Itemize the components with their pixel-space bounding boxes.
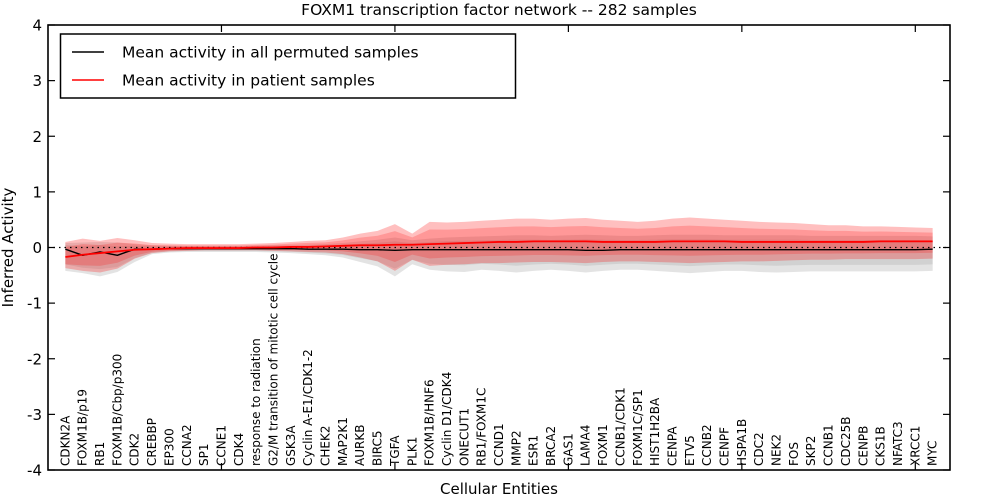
entity-label: ETV5 <box>683 435 697 466</box>
confidence-bands <box>65 217 933 277</box>
entity-label: CENPA <box>665 426 679 466</box>
y-tick-label: -1 <box>27 295 42 313</box>
entity-label: AURKB <box>353 425 367 466</box>
entity-label: CCNA2 <box>180 424 194 466</box>
permuted-band-outer <box>65 234 933 277</box>
entity-label: FOS <box>787 442 801 466</box>
y-tick-label: -2 <box>27 350 42 368</box>
entity-label: CHEK2 <box>319 426 333 467</box>
entity-label: CREBBP <box>145 418 159 466</box>
mean-lines <box>65 240 933 258</box>
entity-label: G2/M transition of mitotic cell cycle <box>267 253 281 466</box>
entity-label: SP1 <box>197 444 211 467</box>
entity-label: FOXM1B/Cbp/p300 <box>110 354 124 466</box>
entity-label: PLK1 <box>405 437 419 466</box>
entity-label: CKS1B <box>874 426 888 466</box>
y-tick-label: 4 <box>32 17 42 35</box>
entity-label: CDC2 <box>752 432 766 466</box>
entity-label: LAMA4 <box>579 425 593 466</box>
entity-label: HSPA1B <box>735 419 749 466</box>
entity-label: BIRC5 <box>371 430 385 466</box>
entity-label: ONECUT1 <box>457 408 471 466</box>
legend-label-patient: Mean activity in patient samples <box>122 72 375 90</box>
entity-label: CCNB2 <box>700 424 714 466</box>
entity-labels: CDKN2A FOXM1B/p19 RB1 FOXM1B/Cbp/p300 CDK2 CR… <box>58 253 939 467</box>
plot-frame <box>47 24 951 471</box>
entity-label: Cyclin A-E1/CDK1-2 <box>301 349 315 466</box>
entity-label: GSK3A <box>284 425 298 466</box>
entity-label: MMP2 <box>509 430 523 466</box>
y-axis-label: Inferred Activity <box>0 187 17 307</box>
y-tick-label: 0 <box>32 239 42 257</box>
entity-label: FOXM1B/p19 <box>76 389 90 466</box>
entity-label: GAS1 <box>561 433 575 466</box>
y-tick-label: 3 <box>32 72 42 90</box>
y-tick-label: -3 <box>27 406 42 424</box>
entity-label: EP300 <box>162 428 176 466</box>
entity-label: ESR1 <box>527 435 541 466</box>
entity-label: RB1 <box>93 442 107 466</box>
entity-label: SKP2 <box>804 436 818 466</box>
legend-frame <box>59 33 517 99</box>
entity-label: TGFA <box>388 435 402 467</box>
y-tick-label: 1 <box>32 183 42 201</box>
patient-band-inner <box>65 225 933 266</box>
y-tick-label: 2 <box>32 128 42 146</box>
entity-label: CCNB1/CDK1 <box>613 387 627 466</box>
entity-label: CENPB <box>856 426 870 466</box>
y-tick-label: -4 <box>27 462 42 480</box>
entity-label: CENPF <box>718 427 732 466</box>
patient-mean-line <box>65 240 933 258</box>
patient-band-outer <box>65 217 933 273</box>
entity-label: NFATC3 <box>891 421 905 466</box>
entity-label: MYC <box>926 441 940 466</box>
chart-title: FOXM1 transcription factor network -- 28… <box>301 1 697 19</box>
x-axis-label: Cellular Entities <box>440 480 558 498</box>
entity-label: HIST1H2BA <box>648 397 662 466</box>
entity-label: response to radiation <box>249 338 263 466</box>
entity-label: MAP2K1 <box>336 417 350 466</box>
entity-label: BRCA2 <box>544 426 558 466</box>
entity-label: CDKN2A <box>58 415 72 466</box>
entity-label: FOXM1B/HNF6 <box>423 379 437 466</box>
entity-label: CDK4 <box>232 433 246 466</box>
entity-label: CDC25B <box>839 417 853 467</box>
entity-label: CCNE1 <box>214 425 228 466</box>
entity-label: NEK2 <box>770 434 784 466</box>
y-tick-labels: 4 3 2 1 0 -1 -2 -3 -4 <box>27 17 42 480</box>
entity-label: CCNB1 <box>822 424 836 466</box>
entity-label: RB1/FOXM1C <box>475 388 489 466</box>
entity-label: Cyclin D1/CDK4 <box>440 372 454 466</box>
entity-label: FOXM1C/SP1 <box>631 389 645 466</box>
entity-label: XRCC1 <box>908 426 922 466</box>
entity-label: FOXM1 <box>596 424 610 466</box>
entity-label: CCND1 <box>492 423 506 466</box>
legend-label-permuted: Mean activity in all permuted samples <box>122 44 419 62</box>
legend-box: Mean activity in all permuted samples Me… <box>59 33 517 99</box>
entity-label: CDK2 <box>128 433 142 466</box>
